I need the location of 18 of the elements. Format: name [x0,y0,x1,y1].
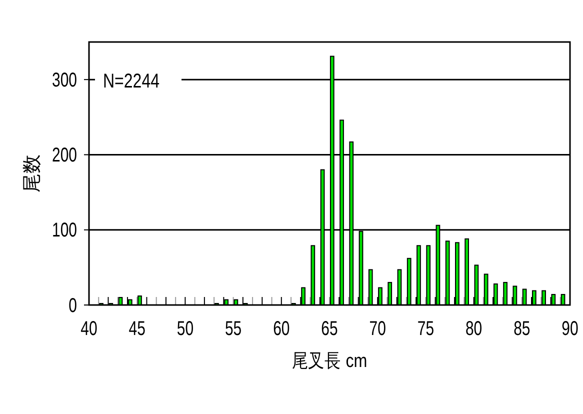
x-tick-label: 40 [80,316,98,340]
x-tick-label: 85 [514,316,530,340]
x-tick-label: 45 [128,316,146,340]
y-tick-label: 300 [52,68,78,91]
x-tick-label: 65 [321,316,338,340]
x-tick-label: 55 [224,316,242,340]
x-tick-label: 80 [465,316,482,340]
x-tick-label: 90 [562,316,578,340]
y-tick-label: 0 [68,294,78,316]
x-tick-label: 50 [176,316,194,340]
y-tick-label: 200 [52,143,78,166]
y-tick-label: 100 [52,218,78,242]
annotation: N=2244 [103,70,160,92]
x-axis-title: 尾叉長 cm [292,350,368,372]
x-tick-label: 70 [369,316,386,340]
y-axis-title: 尾数 [22,154,43,192]
x-tick-label: 60 [273,316,290,340]
x-tick-label: 75 [417,316,434,340]
